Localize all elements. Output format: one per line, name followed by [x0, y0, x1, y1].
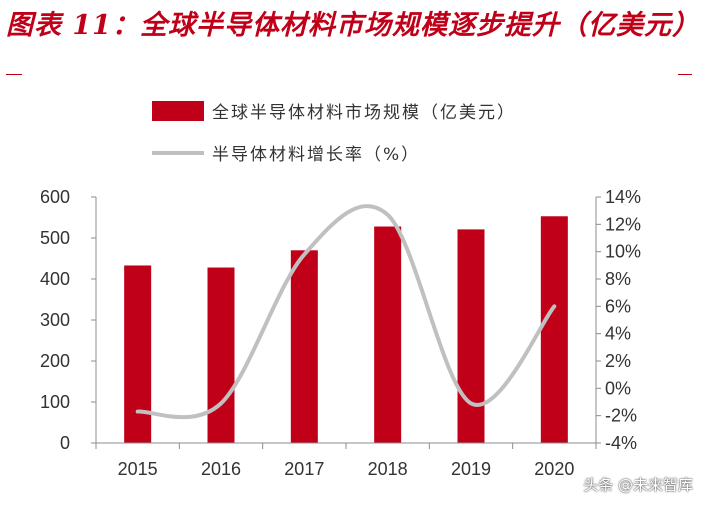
y-left-tick-label: 0	[60, 433, 70, 453]
bar-2020	[540, 216, 568, 443]
y-left-tick-label: 100	[40, 392, 70, 412]
bar-2018	[374, 226, 402, 443]
y-left-tick-label: 500	[40, 228, 70, 248]
x-tick-label: 2020	[534, 459, 574, 479]
bar-2015	[124, 265, 152, 443]
x-tick-label: 2016	[201, 459, 241, 479]
figure-title: 图表 11：全球半导体材料市场规模逐步提升（亿美元）	[6, 10, 700, 41]
x-tick-label: 2015	[118, 459, 158, 479]
y-right-tick-label: 2%	[605, 351, 631, 371]
bar-2016	[207, 267, 235, 443]
title-rule-left	[6, 74, 22, 75]
legend-label-market-size: 全球半导体材料市场规模（亿美元）	[212, 103, 516, 123]
bar-2019	[457, 229, 485, 443]
y-right-tick-label: 4%	[605, 324, 631, 344]
bar-2017	[290, 250, 318, 443]
x-tick-label: 2017	[284, 459, 324, 479]
legend-swatch-bar	[152, 100, 204, 121]
y-left-tick-label: 300	[40, 310, 70, 330]
y-left-tick-label: 400	[40, 269, 70, 289]
y-right-tick-label: 6%	[605, 296, 631, 316]
y-right-tick-label: 14%	[605, 187, 641, 207]
y-right-tick-label: 12%	[605, 214, 641, 234]
legend-label-growth-rate: 半导体材料增长率（%）	[212, 145, 421, 165]
legend-item-market-size: 全球半导体材料市场规模（亿美元）	[152, 98, 516, 123]
y-right-tick-label: 8%	[605, 269, 631, 289]
watermark: 头条 @未来智库	[583, 476, 693, 494]
title-rule-right	[678, 74, 692, 75]
y-left-tick-label: 200	[40, 351, 70, 371]
y-right-tick-label: 0%	[605, 378, 631, 398]
legend-item-growth-rate: 半导体材料增长率（%）	[152, 140, 420, 165]
y-right-tick-label: 10%	[605, 242, 641, 262]
x-tick-label: 2019	[451, 459, 491, 479]
y-left-tick-label: 600	[40, 187, 70, 207]
x-tick-label: 2018	[368, 459, 408, 479]
y-right-tick-label: -4%	[605, 433, 637, 453]
growth-rate-line	[135, 204, 557, 420]
y-right-tick-label: -2%	[605, 406, 637, 426]
legend-swatch-line	[152, 150, 204, 155]
